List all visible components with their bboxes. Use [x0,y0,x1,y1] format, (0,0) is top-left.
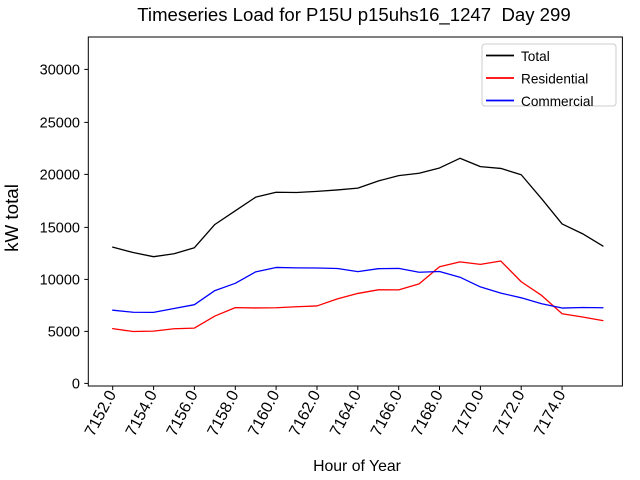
svg-text:30000: 30000 [40,63,80,79]
svg-text:Commercial: Commercial [521,94,594,109]
svg-text:Hour of Year: Hour of Year [313,458,401,475]
svg-text:kW total: kW total [1,184,22,252]
svg-text:Total: Total [521,49,550,64]
svg-text:0: 0 [72,377,80,393]
svg-text:Timeseries Load for P15U p15uh: Timeseries Load for P15U p15uhs16_1247 D… [137,4,570,26]
svg-text:20000: 20000 [40,168,80,184]
svg-text:Residential: Residential [521,72,588,87]
svg-text:10000: 10000 [40,273,80,289]
svg-text:5000: 5000 [48,325,80,341]
svg-text:25000: 25000 [40,115,80,131]
svg-text:15000: 15000 [40,221,80,237]
